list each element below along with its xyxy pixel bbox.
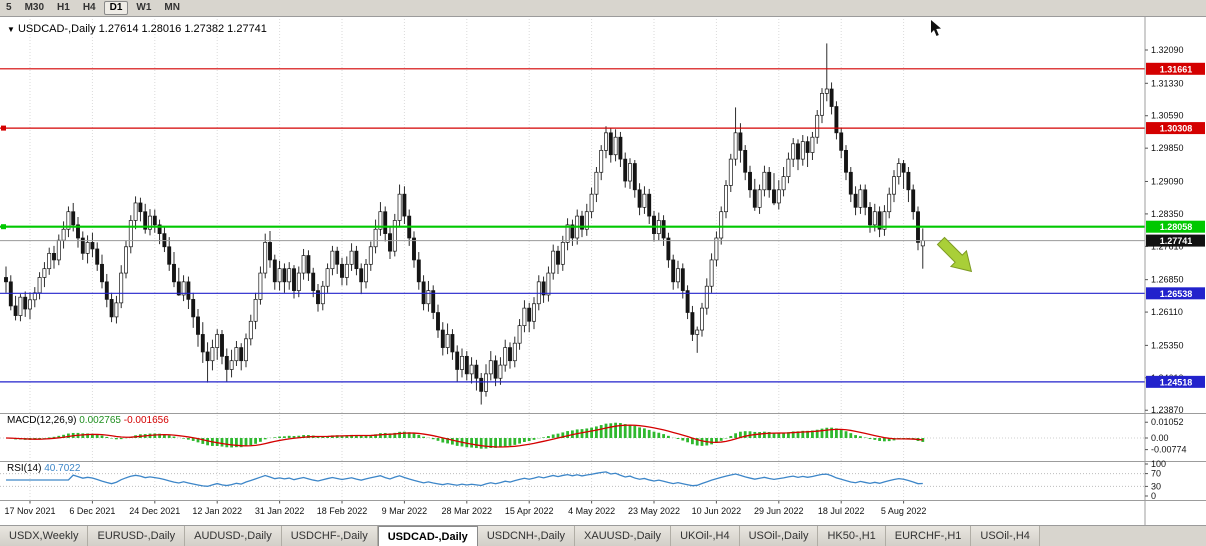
macd-scale-label: -0.00774 [1151,445,1187,455]
mouse-cursor [931,20,941,36]
macd-scale-label: 0.00 [1151,433,1169,443]
line-handle[interactable] [1,125,6,131]
price-scale-label: 1.29090 [1151,176,1184,186]
price-scale-label: 1.25350 [1151,340,1184,350]
x-axis-date-label: 31 Jan 2022 [255,506,305,516]
x-axis-date-label: 15 Apr 2022 [505,506,554,516]
x-axis-date-label: 17 Nov 2021 [4,506,55,516]
x-axis-date-label: 28 Mar 2022 [442,506,493,516]
line-handle[interactable] [1,224,6,230]
timeframe-toolbar: 5 M30 H1 H4 D1 W1 MN [0,0,1206,17]
chart-tab-usoil-daily[interactable]: USOil-,Daily [739,526,819,546]
price-level-badge [1146,375,1205,388]
timeframe-button-m30[interactable]: M30 [24,2,45,13]
price-scale-label: 1.26110 [1151,307,1183,317]
chart-tab-usdcnh-daily[interactable]: USDCNH-,Daily [477,526,576,546]
x-axis-date-label: 6 Dec 2021 [69,506,115,516]
svg-text:1.30308: 1.30308 [1160,124,1193,134]
chart-tab-usoil-h4[interactable]: USOil-,H4 [971,526,1040,546]
chart-tab-eurchf-h1[interactable]: EURCHF-,H1 [885,526,972,546]
x-axis-date-label: 18 Feb 2022 [317,506,368,516]
x-axis-date-label: 9 Mar 2022 [382,506,428,516]
macd-histogram [9,422,925,449]
svg-text:1.24518: 1.24518 [1160,377,1193,387]
price-level-badge [1146,62,1205,75]
timeframe-button-d1[interactable]: D1 [103,1,129,15]
current-price-badge [1146,234,1205,247]
chart-tab-bar: USDX,Weekly EURUSD-,Daily AUDUSD-,Daily USD… [0,525,1206,546]
x-axis-date-label: 18 Jul 2022 [818,506,865,516]
price-level-badge [1146,287,1205,300]
price-scale-label: 1.28350 [1151,209,1184,219]
rsi-scale-label: 30 [1151,481,1161,491]
macd-scale-label: 0.01052 [1151,417,1184,427]
price-scale-label: 1.23870 [1151,405,1184,415]
x-axis-date-label: 12 Jan 2022 [192,506,242,516]
timeframe-button-w1[interactable]: W1 [136,2,152,13]
candlestick-series [4,43,925,405]
chart-tab-usdx-weekly[interactable]: USDX,Weekly [0,526,89,546]
macd-signal-line [5,424,923,448]
x-axis-date-label: 4 May 2022 [568,506,615,516]
price-scale-label: 1.32090 [1151,45,1184,55]
price-level-badge [1146,220,1205,233]
price-level-badge [1146,122,1205,135]
chart-tab-hk50-h1[interactable]: HK50-,H1 [818,526,886,546]
svg-text:1.27741: 1.27741 [1160,236,1193,246]
timeframe-button-5[interactable]: 5 [6,2,12,13]
price-scale-label: 1.26850 [1151,275,1184,285]
svg-text:1.28058: 1.28058 [1160,222,1193,232]
rsi-scale-label: 100 [1151,459,1166,469]
chart-tab-ukoil-h4[interactable]: UKOil-,H4 [671,526,740,546]
rsi-scale-label: 0 [1151,491,1156,501]
price-scale-label: 1.30590 [1151,111,1184,121]
chart-tab-eurusd-daily[interactable]: EURUSD-,Daily [88,526,186,546]
chart-tab-usdcad-daily[interactable]: USDCAD-,Daily [377,526,478,546]
rsi-scale-label: 70 [1151,469,1161,479]
rsi-line [6,471,923,487]
chart-tab-usdchf-daily[interactable]: USDCHF-,Daily [281,526,378,546]
timeframe-button-mn[interactable]: MN [164,2,180,13]
timeframe-button-h4[interactable]: H4 [82,2,96,13]
x-axis-date-label: 10 Jun 2022 [692,506,742,516]
down-arrow-annotation[interactable] [933,233,979,279]
chart-tab-xauusd-daily[interactable]: XAUUSD-,Daily [575,526,672,546]
x-axis-date-label: 29 Jun 2022 [754,506,804,516]
chart-tab-audusd-daily[interactable]: AUDUSD-,Daily [185,526,282,546]
svg-text:1.26538: 1.26538 [1160,289,1193,299]
price-scale-label: 1.29850 [1151,143,1184,153]
svg-text:1.31661: 1.31661 [1160,64,1193,74]
timeframe-button-h1[interactable]: H1 [57,2,70,13]
x-axis-date-label: 23 May 2022 [628,506,680,516]
x-axis-date-label: 5 Aug 2022 [881,506,927,516]
x-axis-date-label: 24 Dec 2021 [129,506,180,516]
chart-canvas[interactable]: 17 Nov 2021 6 Dec 2021 24 Dec 2021 12 Jan 2… [0,0,1206,525]
price-scale-label: 1.31330 [1151,78,1184,88]
